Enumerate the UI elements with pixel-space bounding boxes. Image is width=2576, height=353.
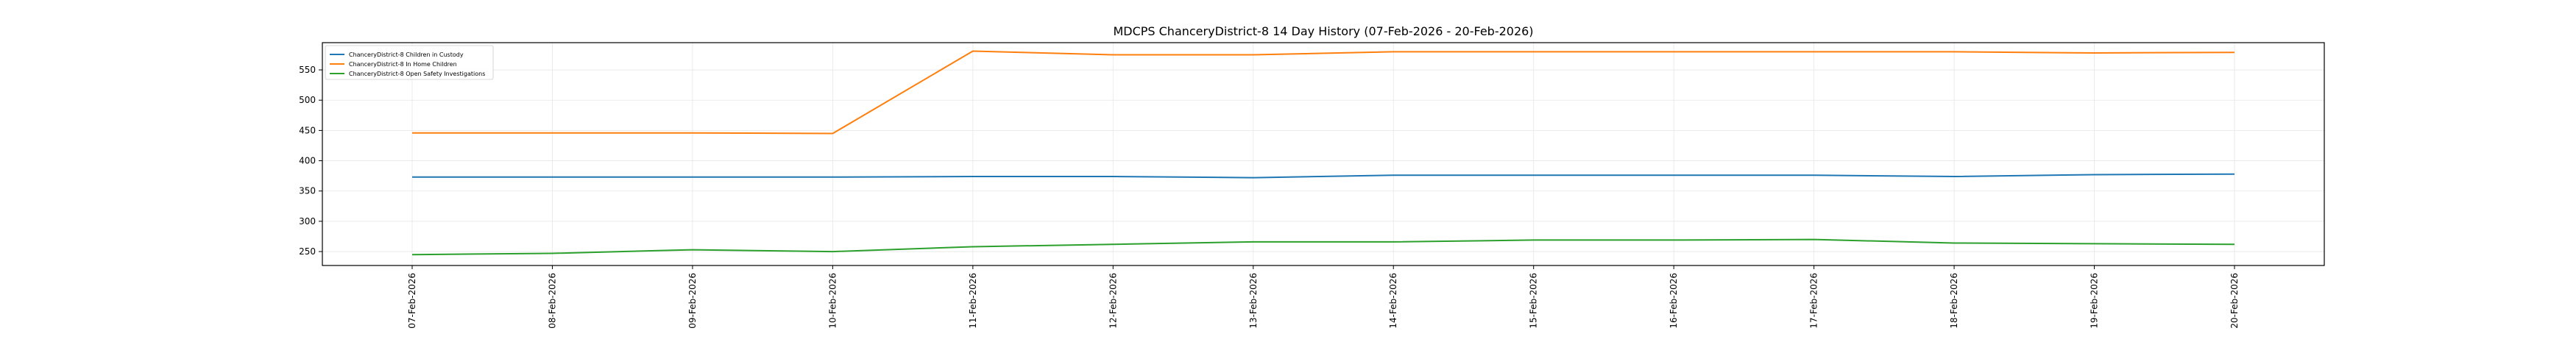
series-line-3 (411, 238, 2235, 256)
y-axis: 250 300 350 400 450 500 550 (299, 65, 322, 257)
x-tick-label: 16-Feb-2026 (1669, 273, 1679, 329)
series-lines (411, 50, 2235, 256)
x-tick-label: 15-Feb-2026 (1529, 273, 1539, 329)
x-tick-label: 14-Feb-2026 (1388, 273, 1398, 329)
x-tick-label: 20-Feb-2026 (2229, 273, 2240, 329)
y-tick-label: 350 (299, 186, 316, 196)
legend: ChanceryDistrict-8 Children in Custody Ch… (325, 45, 494, 80)
plot-area-frame (322, 42, 2325, 266)
grid (322, 43, 2324, 265)
y-tick-label: 400 (299, 156, 316, 166)
x-axis: 07-Feb-2026 08-Feb-2026 09-Feb-2026 10-Feb-… (407, 265, 2240, 329)
x-tick-label: 08-Feb-2026 (547, 273, 557, 329)
legend-box (325, 45, 494, 80)
x-tick-label: 11-Feb-2026 (968, 273, 978, 329)
legend-label: ChanceryDistrict-8 Children in Custody (349, 51, 464, 58)
series-line-2 (412, 50, 2235, 135)
x-tick-label: 19-Feb-2026 (2090, 273, 2100, 329)
y-tick-label: 500 (299, 95, 316, 105)
y-tick-label: 450 (299, 125, 316, 135)
x-tick-label: 07-Feb-2026 (407, 273, 417, 329)
series-line-1 (412, 173, 2235, 179)
y-tick-label: 300 (299, 216, 316, 227)
x-tick-label: 13-Feb-2026 (1248, 273, 1259, 329)
x-tick-label: 17-Feb-2026 (1809, 273, 1819, 329)
chart-title: MDCPS ChanceryDistrict-8 14 Day History … (1113, 24, 1533, 38)
y-tick-label: 550 (299, 65, 316, 75)
y-tick-label: 250 (299, 246, 316, 257)
x-tick-label: 09-Feb-2026 (687, 273, 698, 329)
x-tick-label: 10-Feb-2026 (827, 273, 838, 329)
x-tick-label: 12-Feb-2026 (1108, 273, 1118, 329)
x-tick-label: 18-Feb-2026 (1949, 273, 1959, 329)
legend-label: ChanceryDistrict-8 In Home Children (349, 61, 457, 68)
legend-label: ChanceryDistrict-8 Open Safety Investiga… (349, 71, 485, 77)
